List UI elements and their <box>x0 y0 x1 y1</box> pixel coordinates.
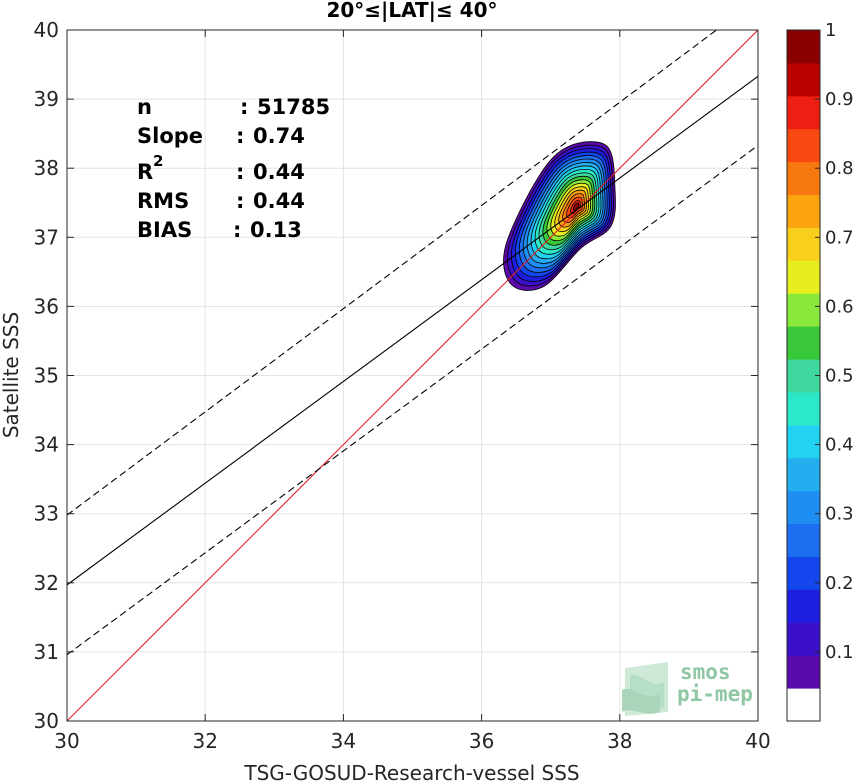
x-tick-label: 32 <box>192 729 217 753</box>
stat-r2-sup: 2 <box>153 152 163 170</box>
y-tick-label: 34 <box>34 433 59 457</box>
stat-rms-value: 0.44 <box>253 189 305 213</box>
y-tick-label: 30 <box>34 709 59 733</box>
colorbar-segment <box>787 161 820 196</box>
axes: 30 32 34 36 38 40 30 31 32 33 34 35 36 37 38 39 40 <box>34 18 771 753</box>
stat-r2-label: R <box>137 160 153 184</box>
colorbar-tick-label: 0.5 <box>825 366 854 387</box>
y-tick-label: 35 <box>34 364 59 388</box>
y-tick-label: 39 <box>34 87 59 111</box>
stat-r2-value: 0.44 <box>253 160 305 184</box>
y-tick-label: 40 <box>34 18 59 42</box>
x-tick-label: 34 <box>331 729 356 753</box>
colorbar-segment <box>787 227 820 261</box>
colorbar: 0.1 0.2 0.3 0.4 0.5 0.6 0.7 0.8 0.9 1 <box>786 20 854 722</box>
y-tick-label: 37 <box>34 225 59 249</box>
stat-bias-value: 0.13 <box>250 218 302 242</box>
colorbar-segment <box>787 457 820 492</box>
stat-rms-label: RMS <box>137 189 189 213</box>
stat-rms-sep: : <box>236 189 244 213</box>
logo-line1: smos <box>680 660 731 684</box>
colorbar-tick-label: 0.6 <box>825 296 854 317</box>
x-tick-label: 36 <box>469 729 494 753</box>
colorbar-segment <box>787 424 820 459</box>
stat-slope-label: Slope <box>137 124 203 148</box>
colorbar-tick-label: 0.2 <box>825 573 854 594</box>
statistics-box: n : 51785 Slope : 0.74 R 2 : 0.44 RMS : … <box>137 95 330 242</box>
colorbar-segment <box>787 391 820 426</box>
logo-waves-icon <box>622 662 668 716</box>
stat-bias-label: BIAS <box>137 218 192 242</box>
x-axis-label: TSG-GOSUD-Research-vessel SSS <box>243 761 579 784</box>
colorbar-tick-label: 1 <box>825 20 836 41</box>
chart-title: 20°≤|LAT|≤ 40° <box>326 0 497 22</box>
x-tick-label: 30 <box>54 729 79 753</box>
colorbar-tick-label: 0.3 <box>825 504 854 525</box>
colorbar-segment <box>787 622 820 656</box>
lower-bound-line <box>66 144 759 656</box>
grid <box>66 29 759 722</box>
colorbar-segment <box>787 30 820 64</box>
colorbar-segment <box>787 260 820 294</box>
colorbar-segment <box>787 589 820 623</box>
colorbar-segment <box>787 62 820 97</box>
y-tick-label: 33 <box>34 502 59 526</box>
colorbar-segment <box>787 655 820 689</box>
reference-lines <box>66 29 759 722</box>
colorbar-tick-label: 0.7 <box>825 227 854 248</box>
colorbar-segment <box>787 490 820 525</box>
y-tick-label: 31 <box>34 640 59 664</box>
colorbar-segment <box>787 95 820 130</box>
density-contours <box>503 141 616 291</box>
colorbar-segment <box>787 359 820 393</box>
x-tick-label: 40 <box>745 729 770 753</box>
y-tick-label: 32 <box>34 571 59 595</box>
y-tick-label: 38 <box>34 156 59 180</box>
regression-line <box>66 75 759 586</box>
y-tick-label: 36 <box>34 294 59 318</box>
stat-slope-sep: : <box>236 124 244 148</box>
stat-bias-sep: : <box>233 218 241 242</box>
stat-n-label: n <box>137 95 152 119</box>
colorbar-tick-label: 0.9 <box>825 89 854 110</box>
identity-line <box>66 29 759 722</box>
colorbar-tick-label: 0.8 <box>825 158 854 179</box>
colorbar-tick-label: 0.1 <box>825 642 854 663</box>
stat-slope-value: 0.74 <box>253 124 305 148</box>
x-tick-label: 38 <box>607 729 632 753</box>
colorbar-segment <box>787 523 820 557</box>
upper-bound-line <box>66 29 717 516</box>
y-axis-label: Satellite SSS <box>0 312 23 438</box>
stat-r2-sep: : <box>236 160 244 184</box>
colorbar-segment <box>787 293 820 327</box>
colorbar-segment <box>787 326 820 360</box>
smos-pi-mep-logo: smos pi-mep <box>622 660 753 716</box>
logo-line2: pi-mep <box>677 682 753 706</box>
stat-n-value: 51785 <box>257 95 330 119</box>
colorbar-segment <box>787 556 820 590</box>
density-contour-level <box>572 202 580 211</box>
colorbar-segment <box>787 688 820 722</box>
stat-n-sep: : <box>240 95 248 119</box>
colorbar-segment <box>787 194 820 228</box>
colorbar-segment <box>787 128 820 163</box>
colorbar-tick-label: 0.4 <box>825 435 854 456</box>
